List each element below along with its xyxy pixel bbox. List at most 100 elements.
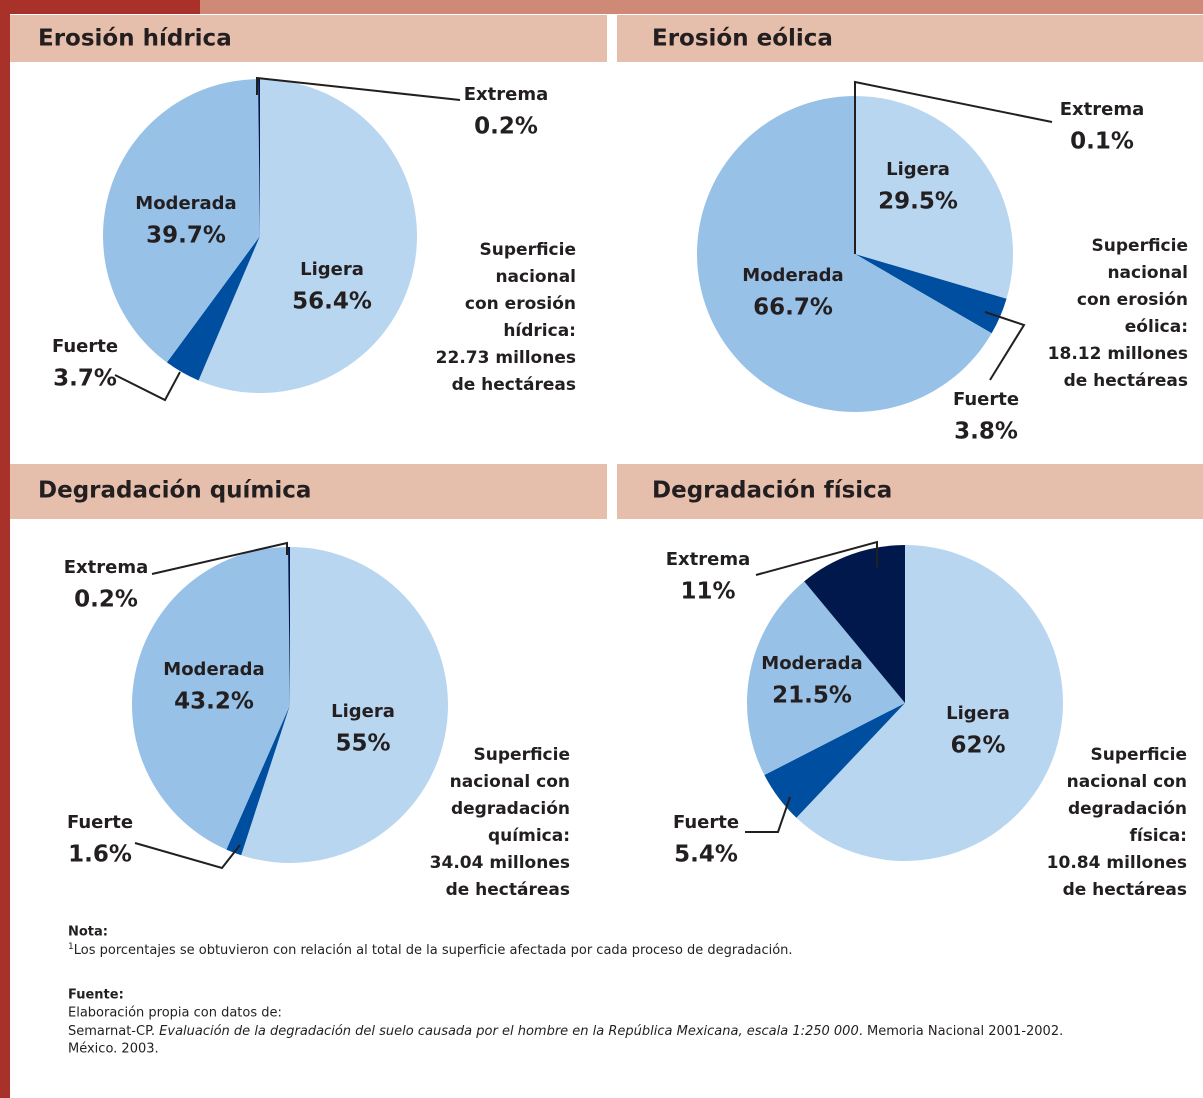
annotation: nacional [1107, 263, 1188, 283]
pie-slice [855, 96, 1013, 299]
source-part: . Memoria Nacional 2001-2002. [859, 1024, 1064, 1039]
pie-slice [796, 545, 1064, 862]
annotation: 22.73 millones [436, 348, 576, 368]
annotation: de hectáreas [452, 375, 576, 395]
top-strip-accent [0, 0, 200, 14]
pie-slice [198, 79, 417, 393]
slice-label: Ligera [300, 259, 364, 280]
source-line: México. 2003. [68, 1042, 159, 1057]
annotation: de hectáreas [446, 880, 570, 900]
annotation: de hectáreas [1063, 880, 1187, 900]
left-bar [0, 0, 10, 1098]
note-mark: 1 [68, 942, 74, 952]
slice-label: Fuerte [673, 812, 739, 833]
chart-title: Erosión eólica [652, 26, 833, 52]
annotation: nacional con [1067, 772, 1187, 792]
source-line: Elaboración propia con datos de: [68, 1006, 282, 1021]
leader-line [134, 842, 241, 870]
pie-slice [258, 79, 260, 236]
annotation: 18.12 millones [1048, 344, 1188, 364]
source-line: Semarnat-CP. Evaluación de la degradació… [68, 1024, 1063, 1039]
annotation: Superficie [480, 240, 576, 260]
header-band [617, 15, 1203, 62]
slice-label: Moderada [742, 265, 843, 286]
leader-line [151, 541, 288, 575]
leader-line [984, 311, 1026, 381]
slice-value: 0.1% [1070, 129, 1134, 155]
pie-slice [226, 705, 290, 856]
annotation: Superficie [1092, 236, 1188, 256]
header-band [10, 15, 607, 62]
slice-value: 0.2% [74, 587, 138, 613]
annotation: nacional [495, 267, 576, 287]
slice-label: Ligera [946, 703, 1010, 724]
slice-value: 1.6% [68, 842, 132, 868]
pie-slice [132, 547, 290, 850]
leader-line [114, 371, 181, 402]
source-part: Evaluación de la degradación del suelo c… [159, 1024, 859, 1039]
pie-slice [697, 96, 992, 412]
leader-line [256, 76, 461, 101]
slice-label: Fuerte [52, 336, 118, 357]
slice-value: 29.5% [878, 189, 958, 215]
chart-title: Degradación física [652, 478, 892, 504]
slice-label: Ligera [331, 701, 395, 722]
pie-slice [804, 545, 905, 703]
chart-title: Degradación química [38, 478, 311, 504]
slice-label: Extrema [464, 84, 549, 105]
annotation: degradación [451, 799, 570, 819]
slice-value: 5.4% [674, 842, 738, 868]
annotation: Superficie [474, 745, 570, 765]
slice-label: Moderada [163, 659, 264, 680]
slice-value: 55% [335, 731, 390, 757]
slice-value: 56.4% [292, 289, 372, 315]
slice-value: 62% [950, 733, 1005, 759]
annotation: física: [1129, 826, 1187, 846]
note-text: 1Los porcentajes se obtuvieron con relac… [68, 942, 793, 958]
header-band [617, 464, 1203, 519]
header-band [10, 464, 607, 519]
annotation: química: [488, 826, 570, 846]
slice-value: 11% [680, 579, 735, 605]
slice-value: 66.7% [753, 295, 833, 321]
leader-line [854, 80, 1053, 254]
slice-value: 3.8% [954, 419, 1018, 445]
slice-value: 21.5% [772, 683, 852, 709]
slice-label: Extrema [666, 549, 751, 570]
chart-title: Erosión hídrica [38, 26, 232, 52]
annotation: con erosión [465, 294, 576, 314]
leader-line [745, 796, 791, 833]
slice-label: Extrema [1060, 99, 1145, 120]
slice-value: 43.2% [174, 689, 254, 715]
annotation: de hectáreas [1064, 371, 1188, 391]
annotation: eólica: [1125, 317, 1188, 337]
source-part: Semarnat-CP. [68, 1024, 159, 1039]
leader-line [755, 540, 878, 576]
pie-slice [746, 581, 905, 776]
slice-value: 3.7% [53, 366, 117, 392]
slice-label: Fuerte [953, 389, 1019, 410]
slice-label: Moderada [135, 193, 236, 214]
annotation: 34.04 millones [430, 853, 570, 873]
slice-value: 0.2% [474, 114, 538, 140]
slice-label: Fuerte [67, 812, 133, 833]
annotation: 10.84 millones [1047, 853, 1187, 873]
annotation: con erosión [1077, 290, 1188, 310]
slice-label: Moderada [761, 653, 862, 674]
annotation: Superficie [1091, 745, 1187, 765]
pie-slice [288, 547, 290, 705]
slice-label: Extrema [64, 557, 149, 578]
slice-label: Ligera [886, 159, 950, 180]
slice-value: 39.7% [146, 223, 226, 249]
pie-slice [103, 79, 261, 363]
pie-slice [241, 547, 449, 863]
pie-slice [166, 236, 260, 381]
annotation: hídrica: [503, 321, 576, 341]
top-strip [0, 0, 1203, 14]
note-body: Los porcentajes se obtuvieron con relaci… [74, 943, 793, 958]
pie-slice [855, 254, 1007, 334]
note-title: Nota: [68, 925, 108, 940]
source-title: Fuente: [68, 988, 124, 1003]
annotation: degradación [1068, 799, 1187, 819]
